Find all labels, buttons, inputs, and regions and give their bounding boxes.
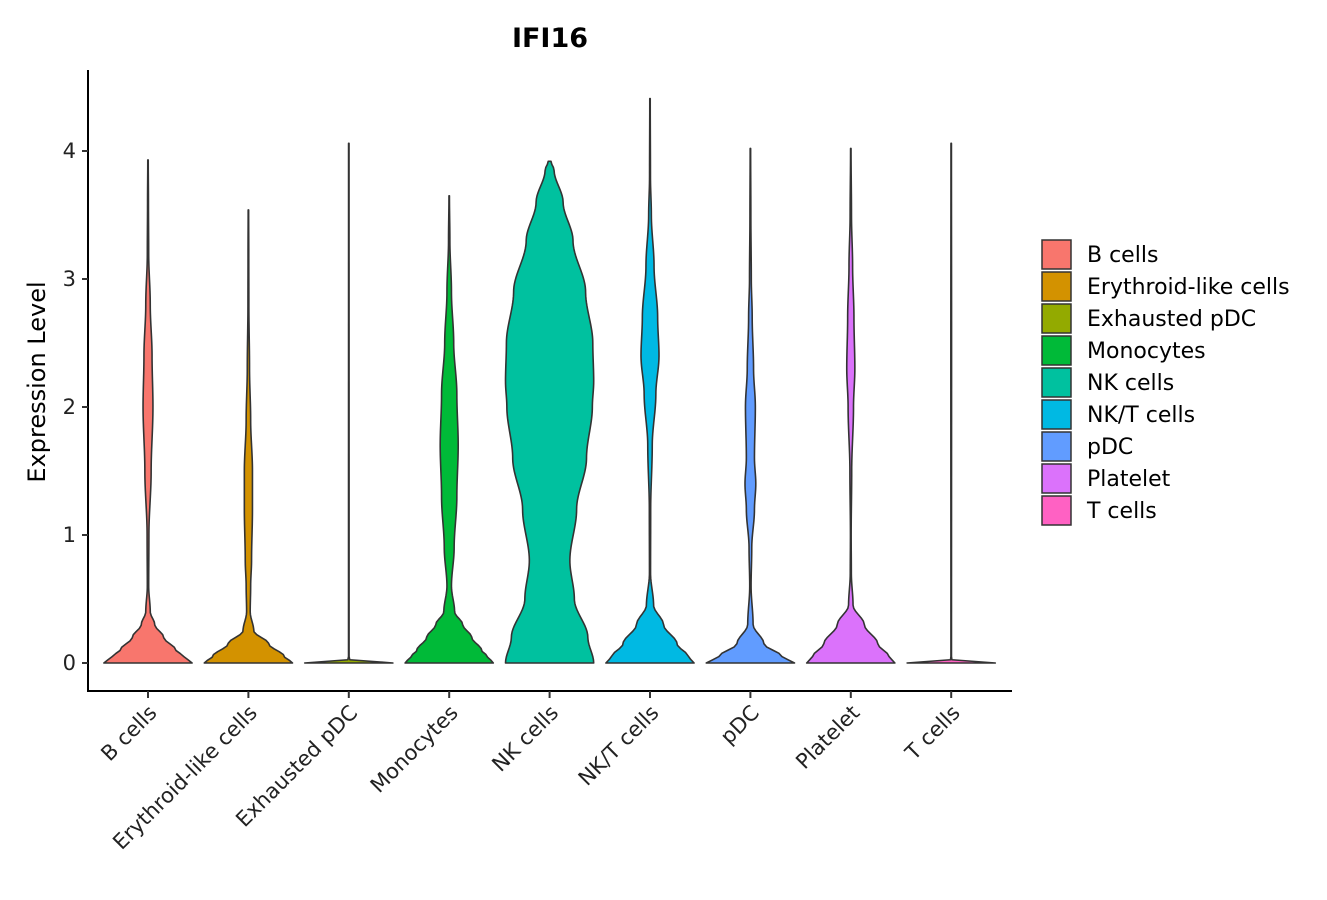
legend-swatch [1041,463,1072,494]
violin-b-cells [103,159,193,664]
legend-label: Exhausted pDC [1087,307,1256,332]
y-tick-label: 0 [63,651,76,675]
x-tick-label: NK cells [487,701,563,777]
legend-label: Erythroid-like cells [1087,275,1290,300]
legend-label: NK cells [1087,371,1174,396]
legend-label: B cells [1087,243,1158,268]
violin-group [103,97,997,664]
legend-label: NK/T cells [1087,403,1195,428]
x-tick-label: T cells [900,701,965,766]
y-tick-label: 4 [63,139,76,163]
legend-label: Monocytes [1087,339,1206,364]
legend: B cells Erythroid-like cells Exhausted pDC… [1041,239,1290,526]
x-tick-label: Monocytes [366,701,463,798]
x-tick-label: Platelet [791,701,864,774]
y-ticks: 0 1 2 3 4 [63,139,88,675]
violin-monocytes [404,195,495,664]
violin-nk-cells [504,160,595,664]
violin-erythroid-like-cells [203,209,294,664]
y-tick-label: 3 [63,267,76,291]
violin-exhausted-pdc [303,142,394,664]
violin-pdc [705,147,796,664]
x-tick-label: B cells [96,701,161,766]
legend-swatch [1041,367,1072,398]
legend-label: Platelet [1087,467,1171,492]
legend-swatch [1041,399,1072,430]
y-tick-label: 2 [63,395,76,419]
violin-t-cells [906,142,997,664]
legend-swatch [1041,303,1072,334]
y-tick-label: 1 [63,523,76,547]
x-tick-label: NK/T cells [574,701,664,791]
legend-label: T cells [1086,499,1157,524]
legend-swatch [1041,431,1072,462]
chart-title: IFI16 [512,23,588,54]
legend-swatch [1041,271,1072,302]
violin-nk-t-cells [605,97,695,664]
legend-swatch [1041,335,1072,366]
legend-swatch [1041,239,1072,270]
violin-platelet [805,147,896,664]
legend-label: pDC [1087,435,1133,460]
x-tick-label: pDC [716,701,764,749]
y-axis-title: Expression Level [23,281,51,482]
legend-swatch [1041,495,1072,526]
